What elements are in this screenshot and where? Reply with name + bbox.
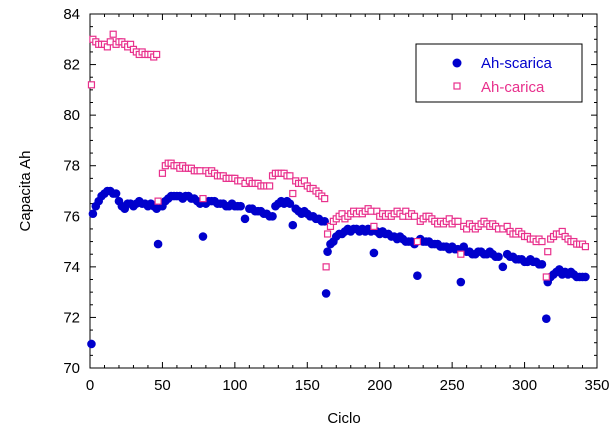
point-ah-carica	[158, 169, 167, 177]
point-ah-carica	[413, 237, 421, 246]
x-axis-label: Ciclo	[327, 410, 360, 427]
point-ah-carica	[199, 194, 207, 203]
point-ah-carica	[457, 250, 465, 258]
point-ah-scarica	[323, 247, 332, 256]
y-tick-label: 78	[63, 158, 80, 175]
point-ah-scarica	[111, 189, 121, 198]
legend-marker-ah-scarica	[452, 58, 462, 68]
point-ah-scarica	[153, 239, 163, 249]
y-axis-label: Capacita Ah	[17, 151, 34, 232]
point-ah-carica	[286, 172, 294, 180]
point-ah-scarica	[413, 271, 422, 281]
x-tick-label: 350	[584, 377, 609, 394]
point-ah-carica	[323, 230, 332, 238]
legend-marker-ah-carica	[453, 82, 461, 90]
point-ah-scarica	[268, 211, 277, 221]
legend: Ah-scarica Ah-carica	[415, 43, 583, 103]
point-ah-scarica	[321, 289, 331, 298]
y-tick-label: 70	[63, 360, 80, 377]
point-ah-carica	[289, 189, 297, 198]
series-layer	[87, 30, 590, 349]
point-ah-carica	[544, 248, 552, 256]
x-tick-label: 300	[512, 377, 537, 394]
point-ah-scarica	[236, 201, 245, 211]
point-ah-carica	[367, 207, 375, 215]
point-ah-scarica	[369, 248, 379, 258]
point-ah-scarica	[88, 209, 98, 219]
point-ah-carica	[321, 194, 329, 203]
x-tick-label: 200	[367, 377, 392, 394]
point-ah-carica	[154, 197, 162, 205]
series-ah-carica	[87, 30, 590, 281]
point-ah-scarica	[240, 214, 250, 224]
y-tick-label: 74	[63, 259, 80, 276]
point-ah-carica	[322, 263, 330, 271]
point-ah-carica	[542, 273, 550, 281]
point-ah-carica	[106, 38, 114, 46]
point-ah-scarica	[285, 199, 295, 208]
x-tick-label: 0	[86, 377, 94, 394]
point-ah-carica	[538, 237, 546, 246]
point-ah-scarica	[498, 262, 508, 272]
legend-box	[415, 43, 583, 103]
x-tick-label: 100	[222, 377, 247, 394]
legend-label-ah-carica: Ah-carica	[481, 79, 545, 96]
point-ah-carica	[581, 243, 590, 251]
x-tick-label: 150	[295, 377, 320, 394]
y-tick-label: 80	[63, 107, 80, 124]
y-axis-ticks: 70 72 74 76 78 80 82 84	[63, 6, 597, 377]
point-ah-scarica	[581, 272, 590, 282]
x-axis-ticks: 0 50 100 150 200 250 300 350	[86, 14, 610, 394]
point-ah-scarica	[542, 314, 551, 323]
point-ah-carica	[87, 81, 96, 89]
legend-label-ah-scarica: Ah-scarica	[481, 55, 553, 72]
point-ah-scarica	[494, 252, 503, 262]
point-ah-carica	[109, 30, 117, 38]
y-tick-label: 82	[63, 57, 80, 74]
point-ah-scarica	[198, 232, 208, 241]
point-ah-carica	[196, 167, 204, 175]
point-ah-scarica	[87, 339, 96, 349]
point-ah-carica	[153, 50, 161, 59]
point-ah-carica	[454, 217, 462, 225]
y-tick-label: 76	[63, 208, 80, 225]
y-tick-label: 84	[63, 6, 80, 23]
point-ah-scarica	[320, 217, 329, 226]
point-ah-carica	[410, 212, 419, 220]
x-tick-label: 250	[440, 377, 465, 394]
point-ah-carica	[266, 182, 274, 190]
y-tick-label: 72	[63, 309, 80, 326]
point-ah-scarica	[456, 277, 466, 287]
x-tick-label: 50	[154, 377, 171, 394]
series-ah-scarica	[87, 186, 590, 349]
point-ah-carica	[370, 222, 378, 230]
point-ah-scarica	[537, 260, 547, 269]
point-ah-scarica	[288, 220, 298, 230]
